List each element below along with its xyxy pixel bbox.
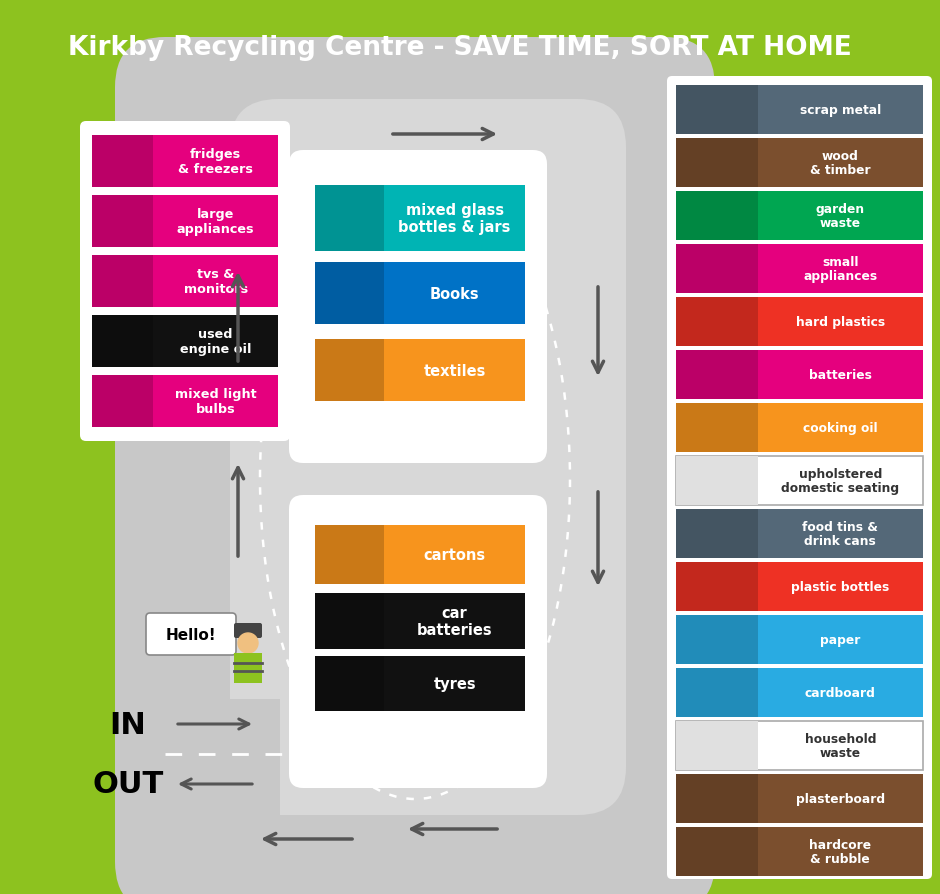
Text: IN: IN — [110, 710, 147, 738]
FancyBboxPatch shape — [289, 151, 547, 463]
Text: fridges
& freezers: fridges & freezers — [179, 148, 253, 175]
FancyBboxPatch shape — [315, 594, 525, 649]
FancyBboxPatch shape — [676, 403, 758, 452]
Text: garden
waste: garden waste — [816, 203, 865, 230]
Text: textiles: textiles — [423, 363, 486, 378]
FancyBboxPatch shape — [92, 136, 278, 188]
Text: cartons: cartons — [424, 547, 486, 562]
FancyBboxPatch shape — [315, 594, 384, 649]
FancyBboxPatch shape — [80, 122, 290, 442]
FancyBboxPatch shape — [676, 615, 758, 664]
FancyBboxPatch shape — [676, 827, 758, 876]
FancyBboxPatch shape — [315, 263, 384, 325]
Text: tyres: tyres — [433, 676, 476, 691]
Text: hardcore
& rubble: hardcore & rubble — [809, 838, 871, 865]
Text: scrap metal: scrap metal — [800, 104, 881, 117]
FancyBboxPatch shape — [315, 656, 384, 712]
FancyBboxPatch shape — [146, 613, 236, 655]
Text: hard plastics: hard plastics — [795, 316, 885, 329]
Text: paper: paper — [820, 633, 860, 646]
FancyBboxPatch shape — [315, 340, 525, 401]
Text: wood
& timber: wood & timber — [810, 149, 870, 177]
FancyBboxPatch shape — [92, 196, 153, 248]
FancyBboxPatch shape — [92, 316, 153, 367]
FancyBboxPatch shape — [676, 721, 758, 770]
FancyBboxPatch shape — [676, 510, 758, 559]
FancyBboxPatch shape — [676, 245, 923, 293]
Text: cooking oil: cooking oil — [803, 422, 878, 434]
FancyBboxPatch shape — [289, 495, 547, 789]
FancyBboxPatch shape — [676, 774, 923, 823]
FancyBboxPatch shape — [676, 510, 923, 559]
FancyBboxPatch shape — [230, 100, 626, 815]
FancyBboxPatch shape — [315, 263, 525, 325]
FancyBboxPatch shape — [315, 340, 384, 401]
FancyBboxPatch shape — [676, 350, 923, 400]
FancyBboxPatch shape — [92, 375, 278, 427]
Text: cardboard: cardboard — [805, 687, 876, 699]
Text: plastic bottles: plastic bottles — [791, 580, 889, 594]
FancyBboxPatch shape — [676, 139, 923, 188]
Text: food tins &
drink cans: food tins & drink cans — [803, 520, 878, 548]
FancyBboxPatch shape — [676, 721, 923, 770]
Circle shape — [238, 633, 258, 654]
Text: plasterboard: plasterboard — [795, 792, 885, 805]
FancyBboxPatch shape — [676, 827, 923, 876]
FancyBboxPatch shape — [676, 86, 758, 135]
FancyBboxPatch shape — [676, 403, 923, 452]
FancyBboxPatch shape — [92, 196, 278, 248]
Text: large
appliances: large appliances — [177, 208, 255, 235]
FancyBboxPatch shape — [92, 375, 153, 427]
FancyBboxPatch shape — [676, 192, 923, 240]
FancyBboxPatch shape — [676, 245, 758, 293]
Text: mixed glass
bottles & jars: mixed glass bottles & jars — [399, 203, 510, 234]
FancyBboxPatch shape — [315, 526, 384, 585]
FancyBboxPatch shape — [676, 457, 758, 505]
FancyBboxPatch shape — [92, 136, 153, 188]
Text: batteries: batteries — [808, 368, 871, 382]
FancyBboxPatch shape — [676, 668, 758, 717]
FancyBboxPatch shape — [92, 256, 153, 308]
FancyBboxPatch shape — [676, 562, 758, 611]
FancyBboxPatch shape — [165, 699, 280, 864]
FancyBboxPatch shape — [315, 656, 525, 712]
FancyBboxPatch shape — [315, 186, 384, 252]
Text: Hello!: Hello! — [165, 627, 216, 642]
FancyBboxPatch shape — [676, 562, 923, 611]
Text: mixed light
bulbs: mixed light bulbs — [175, 388, 257, 416]
Text: car
batteries: car batteries — [416, 605, 493, 637]
FancyBboxPatch shape — [676, 668, 923, 717]
FancyBboxPatch shape — [315, 186, 525, 252]
Text: Kirkby Recycling Centre - SAVE TIME, SORT AT HOME: Kirkby Recycling Centre - SAVE TIME, SOR… — [68, 35, 852, 61]
FancyBboxPatch shape — [92, 256, 278, 308]
FancyBboxPatch shape — [676, 298, 923, 347]
FancyBboxPatch shape — [676, 192, 758, 240]
Text: used
engine oil: used engine oil — [180, 328, 251, 355]
Text: upholstered
domestic seating: upholstered domestic seating — [781, 468, 900, 494]
Text: tvs &
monitors: tvs & monitors — [183, 268, 248, 295]
FancyBboxPatch shape — [115, 38, 715, 894]
Text: small
appliances: small appliances — [803, 256, 877, 283]
FancyBboxPatch shape — [676, 139, 758, 188]
FancyBboxPatch shape — [315, 526, 525, 585]
Text: OUT: OUT — [92, 770, 164, 798]
FancyBboxPatch shape — [234, 654, 262, 683]
FancyBboxPatch shape — [676, 350, 758, 400]
FancyBboxPatch shape — [92, 316, 278, 367]
Text: household
waste: household waste — [805, 732, 876, 759]
FancyBboxPatch shape — [676, 615, 923, 664]
Text: Books: Books — [430, 286, 479, 301]
FancyBboxPatch shape — [234, 623, 262, 638]
FancyBboxPatch shape — [676, 298, 758, 347]
FancyBboxPatch shape — [676, 86, 923, 135]
FancyBboxPatch shape — [676, 774, 758, 823]
FancyBboxPatch shape — [667, 77, 932, 879]
FancyBboxPatch shape — [676, 457, 923, 505]
